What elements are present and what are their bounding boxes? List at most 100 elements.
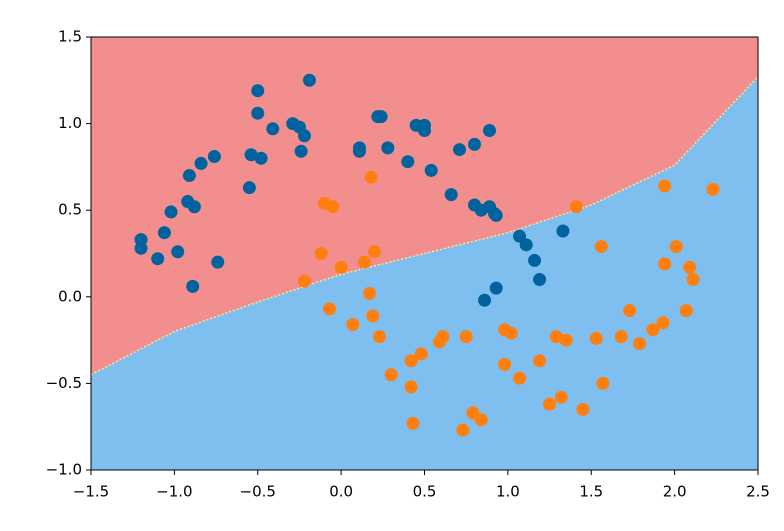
y-tick-label: −0.5: [46, 374, 82, 392]
point: [453, 143, 467, 157]
axes: −1.5 −1.0 −0.5 0.0 0.5 1.0 1.5 2.0 2.5 −1.0 −0.5 0.…: [46, 28, 770, 501]
plot-area: [91, 37, 758, 470]
point: [436, 330, 450, 344]
point: [456, 423, 470, 437]
point: [372, 330, 386, 344]
point: [322, 302, 336, 316]
point: [404, 354, 418, 368]
point: [576, 402, 590, 416]
point: [314, 247, 328, 260]
point: [266, 122, 280, 136]
point: [157, 226, 171, 240]
y-tick-label: 1.5: [58, 28, 82, 46]
point: [706, 182, 720, 196]
point: [194, 156, 208, 170]
point: [374, 110, 388, 124]
point: [646, 323, 660, 337]
decision-boundary: [91, 76, 758, 376]
point: [459, 330, 473, 344]
point: [171, 245, 185, 259]
point: [528, 253, 542, 267]
point: [633, 337, 647, 351]
point: [614, 330, 628, 344]
point: [658, 257, 672, 271]
point: [326, 200, 340, 214]
point: [182, 169, 196, 183]
point: [254, 151, 268, 165]
point: [401, 155, 415, 169]
point: [543, 397, 557, 411]
point: [489, 208, 503, 222]
point: [297, 129, 311, 143]
point: [357, 255, 371, 269]
point: [294, 144, 308, 158]
point: [211, 255, 225, 269]
x-tick-label: 2.5: [746, 483, 770, 501]
point: [242, 181, 256, 195]
point: [302, 73, 316, 87]
point: [559, 333, 573, 347]
point: [683, 260, 697, 274]
point: [483, 124, 497, 138]
point: [362, 286, 376, 300]
point: [334, 260, 348, 274]
point: [549, 330, 563, 344]
point: [669, 240, 683, 254]
point: [589, 331, 603, 345]
x-tick-label: −0.5: [240, 483, 276, 501]
point: [207, 150, 221, 164]
x-tick-label: 1.5: [579, 483, 603, 501]
point: [504, 326, 518, 340]
point: [364, 170, 378, 184]
point: [444, 188, 458, 202]
point: [556, 224, 570, 238]
point: [384, 368, 398, 382]
point: [164, 205, 178, 219]
x-tick-label: 0.0: [329, 483, 353, 501]
point: [513, 371, 527, 385]
y-tick-label: 0.0: [58, 287, 82, 305]
point: [406, 416, 420, 430]
point: [489, 281, 503, 295]
point: [366, 309, 380, 323]
point: [367, 245, 381, 259]
point: [519, 238, 533, 252]
point: [658, 179, 672, 193]
region-above: [91, 37, 758, 375]
point: [404, 380, 418, 394]
x-tick-label: 1.0: [496, 483, 520, 501]
point: [424, 163, 438, 177]
point: [297, 274, 311, 288]
y-tick-label: 0.5: [58, 201, 82, 219]
point: [134, 241, 148, 255]
point: [251, 106, 265, 120]
point: [596, 376, 610, 390]
point: [594, 240, 608, 254]
point: [533, 354, 547, 368]
point: [468, 137, 482, 151]
x-tick-label: −1.5: [73, 483, 109, 501]
point: [187, 200, 201, 214]
point: [498, 357, 512, 371]
point: [679, 304, 693, 318]
y-tick-label: 1.0: [58, 114, 82, 132]
point: [418, 124, 431, 138]
y-tick-label: −1.0: [46, 461, 82, 479]
point: [381, 141, 395, 155]
point: [656, 316, 670, 330]
point: [414, 347, 428, 361]
point: [151, 252, 165, 266]
point: [474, 413, 488, 427]
point: [686, 272, 700, 286]
point: [554, 390, 568, 404]
point: [244, 148, 258, 162]
point: [478, 293, 492, 307]
point: [569, 200, 583, 214]
point: [346, 318, 360, 332]
point: [623, 304, 637, 318]
point: [352, 144, 366, 158]
x-tick-label: 0.5: [413, 483, 437, 501]
point: [186, 279, 200, 293]
